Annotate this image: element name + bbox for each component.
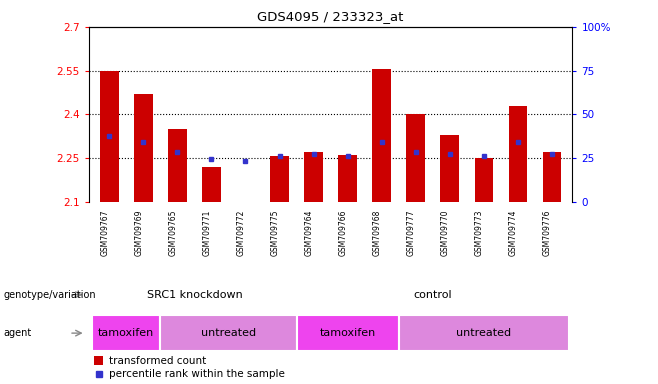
Bar: [440, 135, 459, 202]
Text: GSM709764: GSM709764: [305, 209, 314, 256]
Text: transformed count: transformed count: [109, 356, 207, 366]
Bar: [372, 69, 391, 202]
Bar: [161, 315, 297, 351]
Bar: [399, 315, 569, 351]
Text: GSM709766: GSM709766: [339, 209, 347, 256]
Text: control: control: [413, 290, 452, 300]
Text: agent: agent: [3, 328, 32, 338]
Text: untreated: untreated: [457, 328, 511, 338]
Text: GSM709774: GSM709774: [509, 209, 518, 256]
Text: GSM709767: GSM709767: [100, 209, 109, 256]
Text: GSM709770: GSM709770: [441, 209, 450, 256]
Text: percentile rank within the sample: percentile rank within the sample: [109, 369, 285, 379]
Text: GSM709776: GSM709776: [543, 209, 552, 256]
Bar: [270, 156, 289, 202]
Text: tamoxifen: tamoxifen: [98, 328, 155, 338]
Bar: [168, 129, 187, 202]
Bar: [93, 356, 103, 366]
Text: GSM709771: GSM709771: [203, 209, 211, 256]
Bar: [543, 152, 561, 202]
Text: GSM709769: GSM709769: [134, 209, 143, 256]
Bar: [202, 167, 221, 202]
Bar: [304, 152, 323, 202]
Text: GSM709775: GSM709775: [270, 209, 280, 256]
Text: GSM709765: GSM709765: [168, 209, 178, 256]
Text: untreated: untreated: [201, 328, 256, 338]
Text: genotype/variation: genotype/variation: [3, 290, 96, 300]
Bar: [92, 315, 161, 351]
Bar: [297, 315, 399, 351]
Bar: [474, 158, 494, 202]
Text: GSM709768: GSM709768: [372, 209, 382, 256]
Text: GSM709773: GSM709773: [475, 209, 484, 256]
Bar: [134, 94, 153, 202]
Text: tamoxifen: tamoxifen: [320, 328, 376, 338]
Text: SRC1 knockdown: SRC1 knockdown: [147, 290, 242, 300]
Text: GSM709772: GSM709772: [236, 209, 245, 256]
Bar: [338, 155, 357, 202]
Text: GSM709777: GSM709777: [407, 209, 416, 256]
Bar: [509, 106, 527, 202]
Bar: [100, 71, 118, 202]
Bar: [407, 114, 425, 202]
Title: GDS4095 / 233323_at: GDS4095 / 233323_at: [257, 10, 404, 23]
